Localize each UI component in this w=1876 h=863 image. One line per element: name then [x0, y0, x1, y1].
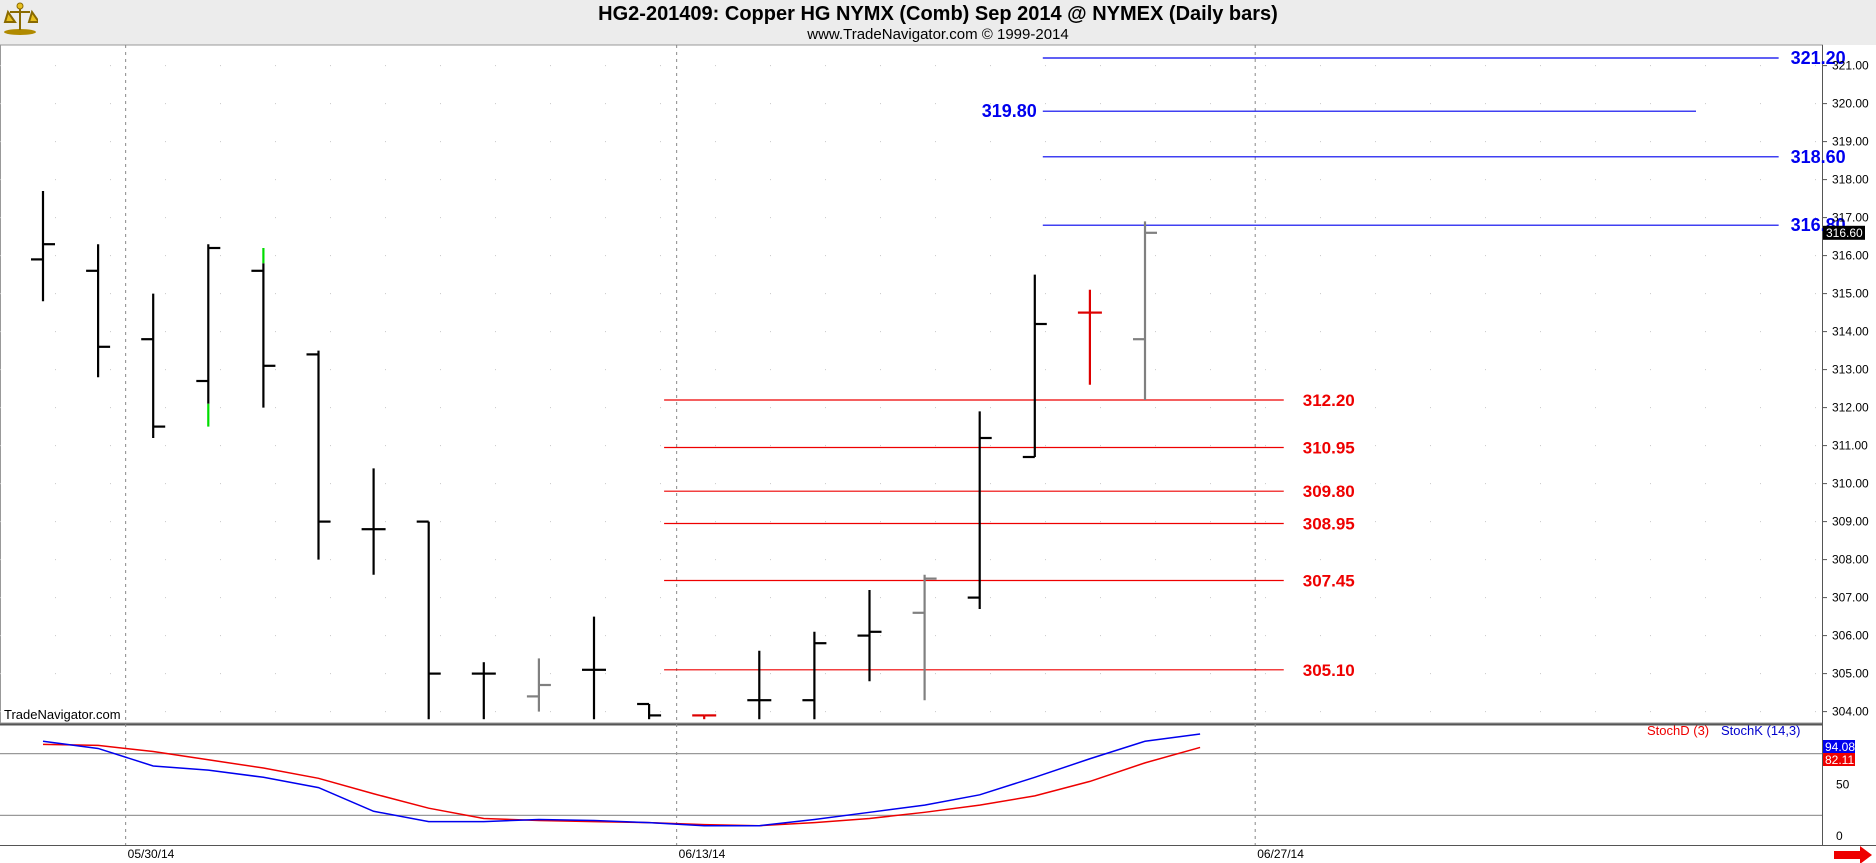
ohlc-bar — [692, 714, 717, 720]
support-label: 309.80 — [1303, 482, 1355, 501]
stoch-k-value: 94.08 — [1825, 740, 1855, 754]
price-tick-label: 318.00 — [1832, 173, 1869, 187]
ohlc-bar — [582, 616, 606, 720]
ohlc-bar — [86, 244, 111, 378]
support-label: 307.45 — [1303, 572, 1355, 591]
chart-header: HG2-201409: Copper HG NYMX (Comb) Sep 20… — [0, 0, 1876, 45]
date-label: 06/27/14 — [1257, 847, 1304, 861]
resistance-label: 319.80 — [982, 101, 1037, 121]
ohlc-bar — [251, 248, 276, 408]
stoch-tick-label: 0 — [1836, 829, 1843, 843]
ohlc-bar — [1022, 274, 1047, 459]
price-tick-label: 316.00 — [1832, 249, 1869, 263]
ohlc-bar — [526, 658, 551, 712]
price-tick-label: 308.00 — [1832, 553, 1869, 567]
ohlc-bar — [1077, 289, 1102, 385]
ohlc-bar — [802, 631, 827, 720]
ohlc-bar — [141, 293, 166, 438]
stoch-d-legend: StochD (3) — [1647, 723, 1710, 738]
ohlc-bar — [471, 662, 496, 720]
price-tick-label: 309.00 — [1832, 515, 1869, 529]
stoch-k-legend: StochK (14,3) — [1721, 723, 1801, 738]
last-price-box — [1823, 225, 1865, 240]
support-label: 312.20 — [1303, 391, 1355, 410]
price-tick-label: 317.00 — [1832, 211, 1869, 225]
price-tick-label: 321.00 — [1832, 59, 1869, 73]
price-tick-label: 305.00 — [1832, 667, 1869, 681]
ohlc-bar — [1133, 221, 1157, 400]
last-price-label: 316.60 — [1826, 226, 1863, 240]
stoch-k-line — [42, 733, 1201, 827]
price-tick-label: 312.00 — [1832, 401, 1869, 415]
grid — [0, 44, 1876, 846]
support-label: 308.95 — [1303, 515, 1355, 534]
stoch-k-value-box — [1823, 740, 1855, 753]
date-axis: 05/30/14 06/13/14 06/27/14 — [128, 847, 1305, 861]
price-tick-label: 306.00 — [1832, 629, 1869, 643]
chart-title: HG2-201409: Copper HG NYMX (Comb) Sep 20… — [598, 3, 1278, 25]
resistance-label: 321.20 — [1791, 48, 1846, 68]
price-tick-label: 313.00 — [1832, 363, 1869, 377]
price-tick-label: 311.00 — [1832, 439, 1868, 453]
ohlc-bar — [747, 650, 772, 720]
ohlc-bar — [967, 411, 992, 609]
ohlc-bar — [912, 574, 937, 701]
price-tick-label: 315.00 — [1832, 287, 1869, 301]
date-label: 06/13/14 — [679, 847, 726, 861]
stoch-d-value: 82.11 — [1825, 753, 1854, 767]
ohlc-bar — [361, 468, 386, 575]
price-bars — [31, 191, 1157, 720]
ohlc-bar — [416, 520, 441, 720]
ohlc-bar — [31, 191, 55, 302]
scroll-right-arrow-icon[interactable] — [1834, 846, 1872, 863]
price-tick-label: 320.00 — [1832, 97, 1869, 111]
chart-subtitle: www.TradeNavigator.com © 1999-2014 — [807, 26, 1069, 43]
stoch-d-value-box — [1823, 753, 1855, 766]
ohlc-bar — [637, 702, 662, 720]
price-tick-label: 304.00 — [1832, 705, 1869, 719]
scroll-arrow[interactable] — [1834, 846, 1872, 863]
stoch-d-line — [42, 743, 1201, 827]
trade-navigator-logo-icon — [3, 2, 38, 35]
stoch-tick-label: 50 — [1836, 778, 1850, 792]
resistance-label: 318.60 — [1791, 147, 1846, 167]
price-levels: 321.20319.80318.60316.80312.20310.95309.… — [664, 48, 1846, 680]
price-tick-label: 314.00 — [1832, 325, 1869, 339]
support-label: 305.10 — [1303, 661, 1355, 680]
price-pane-frame — [0, 44, 1823, 724]
price-tick-label: 319.00 — [1832, 135, 1869, 149]
ohlc-bar — [857, 590, 882, 682]
price-axis: 321.00 320.00 319.00 318.00 317.00 316.00 315.… — [1822, 59, 1869, 719]
date-label: 05/30/14 — [128, 847, 175, 861]
ohlc-bar — [196, 244, 221, 427]
price-tick-label: 310.00 — [1832, 477, 1869, 491]
support-label: 310.95 — [1303, 439, 1355, 458]
price-tick-label: 307.00 — [1832, 591, 1869, 605]
watermark-text: TradeNavigator.com — [4, 707, 121, 722]
ohlc-bar — [306, 350, 331, 560]
